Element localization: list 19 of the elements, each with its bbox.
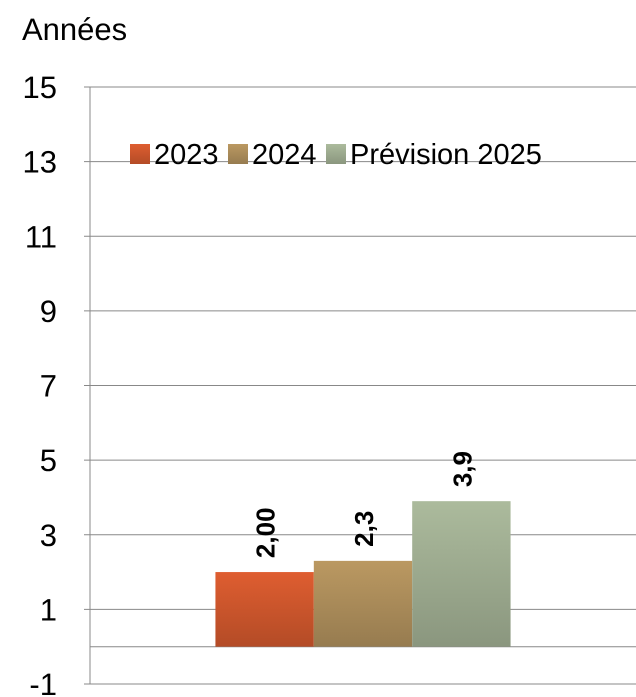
- y-tick-label: 3: [40, 518, 57, 553]
- legend-label: Prévision 2025: [350, 139, 542, 171]
- y-axis-title: Années: [22, 12, 128, 47]
- bar: [215, 572, 314, 647]
- y-tick-label: -1: [29, 667, 57, 697]
- y-tick-label: 9: [40, 294, 57, 329]
- y-tick-label: 15: [22, 70, 57, 105]
- y-tick-label: 1: [40, 592, 57, 628]
- bar: [412, 501, 511, 647]
- y-tick-label: 7: [40, 368, 57, 404]
- data-label: 3,9: [447, 451, 478, 488]
- legend-label: 2023: [154, 139, 219, 171]
- y-tick-label: 11: [24, 219, 57, 254]
- legend-label: 2024: [252, 139, 317, 171]
- data-label: 2,00: [250, 507, 281, 558]
- y-tick-label: 13: [22, 144, 57, 180]
- data-label: 2,3: [349, 510, 379, 547]
- bar: [314, 560, 412, 647]
- y-tick-label: 5: [40, 443, 57, 478]
